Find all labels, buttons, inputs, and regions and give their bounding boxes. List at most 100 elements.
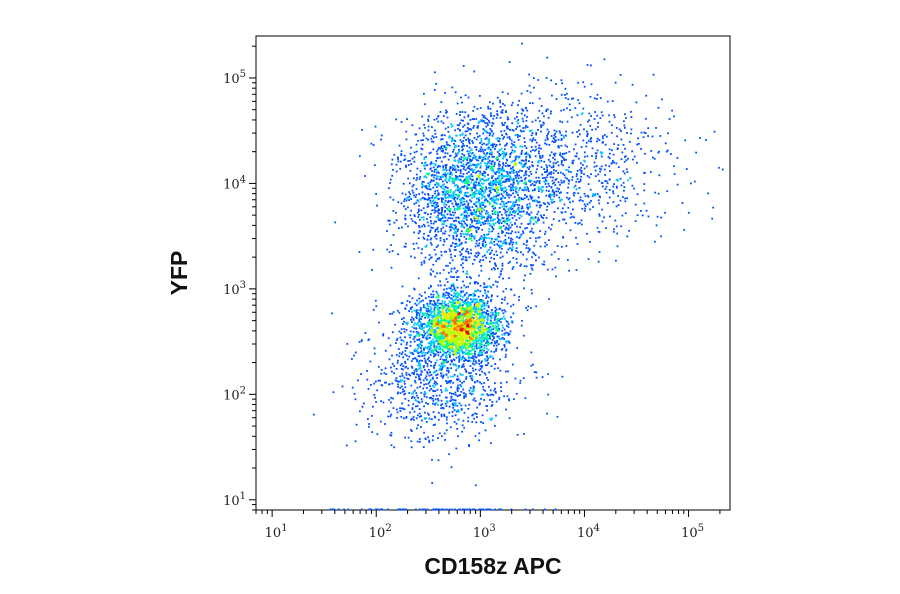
event-dot: [587, 183, 590, 185]
event-dot: [450, 166, 453, 169]
event-dot: [496, 295, 499, 298]
event-dot: [478, 313, 481, 315]
event-dot: [456, 197, 459, 200]
event-dot: [555, 194, 558, 197]
event-dot: [416, 309, 418, 312]
event-dot: [462, 179, 465, 182]
event-dot: [456, 301, 459, 303]
event-dot: [467, 285, 469, 288]
event-dot: [474, 330, 476, 333]
event-dot: [542, 177, 544, 179]
event-dot: [448, 234, 451, 237]
event-dot: [481, 143, 484, 146]
event-dot: [625, 117, 627, 119]
event-dot: [482, 116, 485, 119]
event-dot: [515, 171, 518, 173]
event-dot: [449, 327, 452, 330]
event-dot: [630, 132, 632, 135]
event-dot: [485, 198, 488, 201]
event-dot: [472, 127, 475, 129]
event-dot: [516, 225, 518, 228]
event-dot: [436, 228, 439, 231]
event-dot: [486, 310, 489, 313]
event-dot: [620, 130, 622, 132]
event-dot: [420, 139, 423, 142]
event-dot: [567, 198, 570, 201]
event-dot: [487, 305, 490, 308]
event-dot: [569, 229, 572, 232]
event-dot: [550, 253, 553, 256]
event-dot: [434, 132, 437, 135]
event-dot: [486, 295, 488, 298]
event-dot: [510, 161, 513, 164]
event-dot: [478, 342, 480, 345]
event-dot: [520, 153, 523, 156]
event-dot: [544, 142, 546, 145]
event-dot: [549, 160, 552, 163]
event-dot: [522, 243, 525, 245]
event-dot: [488, 101, 491, 104]
event-dot: [533, 86, 535, 89]
event-dot: [490, 197, 493, 199]
event-dot: [502, 312, 505, 315]
event-dot: [500, 348, 503, 351]
event-dot: [432, 322, 435, 324]
event-dot: [528, 168, 530, 170]
event-dot: [579, 196, 582, 199]
event-dot: [435, 178, 438, 180]
event-dot: [471, 318, 474, 321]
event-dot: [464, 130, 467, 133]
event-dot: [450, 317, 453, 320]
event-dot: [468, 167, 471, 170]
event-dot: [512, 129, 515, 132]
event-dot: [462, 157, 465, 159]
event-dot: [438, 172, 440, 174]
event-dot: [418, 204, 420, 207]
event-dot: [583, 85, 586, 88]
event-dot: [479, 299, 482, 301]
event-dot: [477, 322, 480, 325]
event-dot: [427, 307, 429, 310]
event-dot: [522, 109, 524, 112]
event-dot: [452, 343, 455, 346]
event-dot: [491, 309, 493, 311]
event-dot: [484, 122, 487, 124]
event-dot: [460, 344, 463, 346]
event-dot: [695, 151, 697, 154]
event-dot: [440, 355, 443, 358]
event-dot: [474, 187, 477, 189]
event-dot: [469, 360, 472, 362]
event-dot: [503, 338, 505, 340]
event-dot: [480, 269, 483, 272]
event-dot: [464, 259, 467, 261]
event-dot: [628, 140, 631, 143]
event-dot: [418, 297, 421, 300]
event-dot: [504, 178, 507, 181]
event-dot: [432, 319, 435, 321]
event-dot: [483, 236, 486, 238]
event-dot: [502, 150, 504, 153]
event-dot: [612, 190, 614, 193]
event-dot: [458, 301, 461, 303]
event-dot: [470, 352, 473, 355]
event-dot: [526, 206, 529, 209]
event-dot: [543, 263, 546, 266]
event-dot: [461, 311, 463, 314]
event-dot: [528, 174, 530, 177]
event-dot: [432, 166, 435, 169]
event-dot: [516, 173, 518, 175]
event-dot: [579, 178, 582, 181]
event-dot: [410, 163, 413, 165]
event-dot: [514, 188, 517, 190]
event-dot: [453, 156, 456, 159]
event-dot: [626, 197, 628, 200]
event-dot: [552, 182, 554, 185]
event-dot: [508, 207, 511, 210]
event-dot: [454, 328, 457, 331]
event-dot: [440, 328, 443, 331]
event-dot: [495, 186, 497, 189]
event-dot: [437, 211, 440, 214]
event-dot: [564, 97, 567, 99]
event-dot: [501, 176, 503, 179]
event-dot: [457, 294, 459, 297]
